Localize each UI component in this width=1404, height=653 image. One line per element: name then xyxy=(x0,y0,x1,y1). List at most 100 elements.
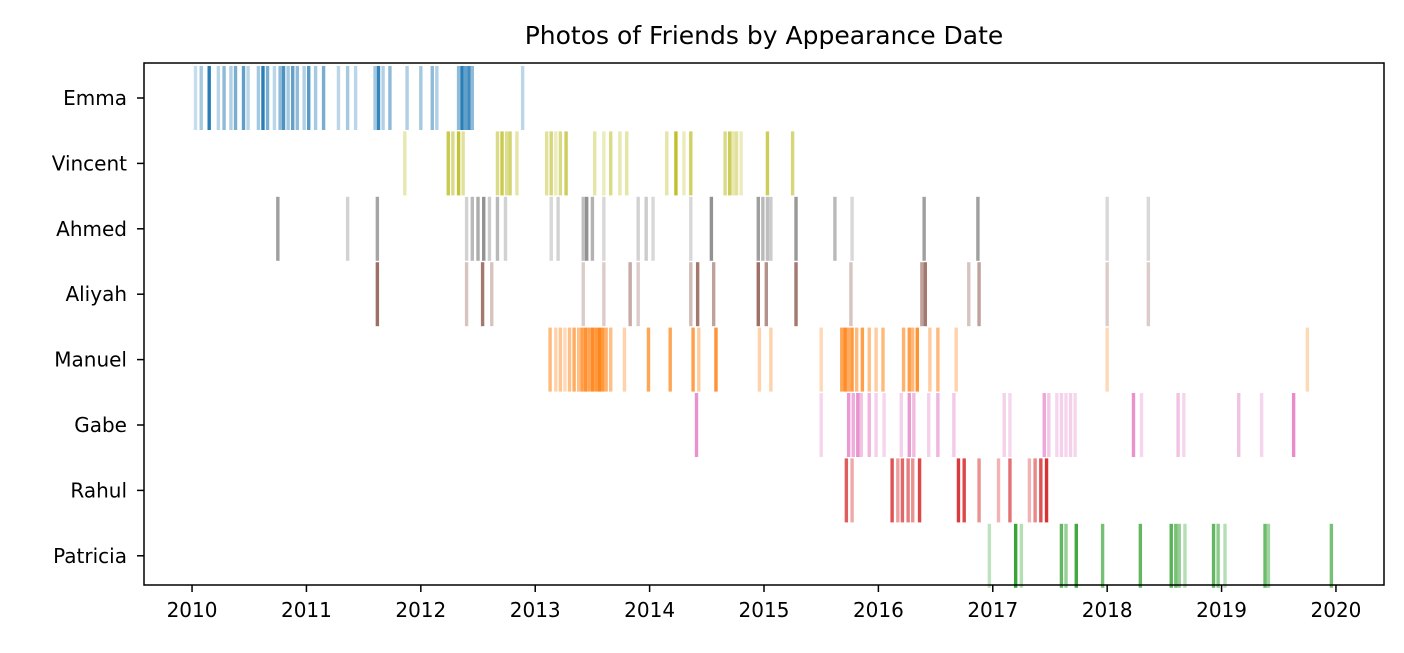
event-mark xyxy=(695,262,700,327)
event-mark xyxy=(388,66,392,130)
event-mark xyxy=(222,66,226,130)
event-mark xyxy=(874,327,878,392)
event-mark xyxy=(1146,262,1151,327)
event-mark xyxy=(731,131,735,196)
event-mark xyxy=(1329,523,1334,588)
event-mark xyxy=(922,196,926,261)
event-mark xyxy=(1033,458,1037,523)
event-mark xyxy=(1074,523,1078,588)
event-mark xyxy=(602,131,606,196)
event-mark xyxy=(1182,393,1186,457)
event-mark xyxy=(859,393,863,457)
event-mark xyxy=(1002,393,1006,457)
event-mark xyxy=(846,393,851,457)
event-mark xyxy=(482,196,486,261)
event-mark xyxy=(874,393,878,457)
event-mark xyxy=(602,196,606,261)
event-mark xyxy=(936,393,940,457)
event-mark xyxy=(668,327,672,392)
event-mark xyxy=(844,458,849,523)
event-mark xyxy=(597,327,601,392)
event-mark xyxy=(1008,458,1012,523)
x-axis: 2010 2011 2012 2013 2014 2015 2016 2017 2018 2019… xyxy=(167,585,1361,622)
event-mark xyxy=(920,262,924,327)
event-mark xyxy=(899,393,903,457)
series-ahmed xyxy=(276,196,1151,261)
event-mark xyxy=(912,393,916,457)
event-mark xyxy=(602,262,606,327)
event-mark xyxy=(996,458,1001,523)
event-mark xyxy=(1174,523,1178,588)
event-mark xyxy=(375,262,380,327)
event-mark xyxy=(419,66,423,130)
event-mark xyxy=(764,262,768,327)
y-axis: Emma Vincent Ahmed Aliyah Manuel Gabe Rahul Pat… xyxy=(52,86,144,568)
event-mark xyxy=(1138,523,1143,588)
x-tick-label: 2018 xyxy=(1082,598,1133,622)
event-mark xyxy=(1291,393,1296,457)
event-mark xyxy=(549,131,553,196)
event-mark xyxy=(907,393,911,457)
event-mark xyxy=(709,196,714,261)
event-mark xyxy=(987,523,992,588)
event-mark xyxy=(714,327,718,392)
series-emma xyxy=(193,66,525,130)
event-mark xyxy=(515,131,519,196)
event-mark xyxy=(915,327,919,392)
event-mark xyxy=(697,327,701,392)
event-mark xyxy=(276,196,280,261)
event-mark xyxy=(1259,393,1264,457)
event-mark xyxy=(508,131,512,196)
y-tick-label: Vincent xyxy=(52,151,127,175)
event-mark xyxy=(1039,458,1043,523)
event-mark xyxy=(375,196,380,261)
chart-title: Photos of Friends by Appearance Date xyxy=(525,21,1004,50)
event-mark xyxy=(691,327,695,392)
series-vincent xyxy=(403,131,795,196)
x-tick-label: 2015 xyxy=(739,598,790,622)
event-mark xyxy=(241,66,246,130)
event-mark xyxy=(353,66,358,130)
event-mark xyxy=(480,262,485,327)
event-mark xyxy=(216,66,221,130)
event-mark xyxy=(345,196,350,261)
event-mark xyxy=(694,393,699,457)
event-mark xyxy=(711,262,716,327)
event-mark xyxy=(1105,262,1109,327)
event-mark xyxy=(682,131,686,196)
event-marks xyxy=(193,66,1334,588)
event-mark xyxy=(928,327,932,392)
event-mark xyxy=(558,131,563,196)
event-mark xyxy=(819,327,823,392)
event-mark xyxy=(849,262,853,327)
event-mark xyxy=(464,262,469,327)
event-mark xyxy=(977,458,981,523)
event-mark xyxy=(846,327,851,392)
event-mark xyxy=(665,131,669,196)
event-mark xyxy=(854,327,859,392)
event-mark xyxy=(556,196,560,261)
series-patricia xyxy=(987,523,1334,588)
event-mark xyxy=(456,131,461,196)
event-mark xyxy=(1216,523,1220,588)
event-mark xyxy=(460,66,464,130)
event-mark xyxy=(906,458,910,523)
event-mark xyxy=(867,393,871,457)
event-mark xyxy=(618,131,622,196)
event-mark xyxy=(1019,523,1024,588)
event-mark xyxy=(495,131,500,196)
event-mark xyxy=(794,262,798,327)
event-mark xyxy=(464,196,469,261)
event-mark xyxy=(302,66,306,130)
event-mark xyxy=(345,66,350,130)
event-mark xyxy=(1105,327,1109,392)
event-mark xyxy=(1064,523,1068,588)
event-mark xyxy=(967,262,971,327)
event-mark xyxy=(548,327,552,392)
event-mark xyxy=(1177,523,1181,588)
event-mark xyxy=(1008,393,1012,457)
event-mark xyxy=(291,66,295,130)
event-mark xyxy=(193,66,198,130)
event-mark xyxy=(890,458,894,523)
event-mark xyxy=(470,196,474,261)
